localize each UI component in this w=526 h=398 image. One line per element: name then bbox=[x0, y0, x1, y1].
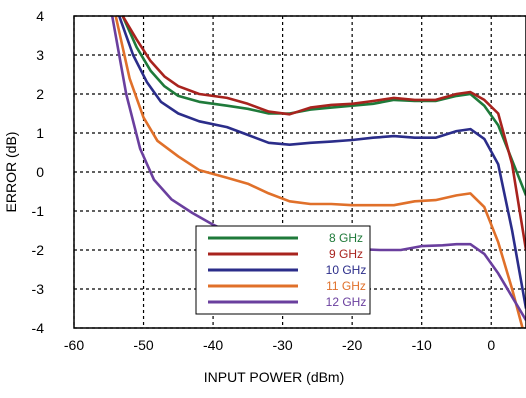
legend-label: 11 GHz bbox=[326, 279, 366, 293]
y-tick-label: 1 bbox=[36, 125, 44, 141]
x-tick-label: -30 bbox=[272, 337, 292, 353]
y-tick-label: 3 bbox=[36, 47, 44, 63]
legend-label: 9 GHz bbox=[329, 247, 363, 261]
y-tick-label: -2 bbox=[32, 242, 45, 258]
legend-label: 8 GHz bbox=[329, 231, 363, 245]
x-tick-label: 0 bbox=[487, 337, 495, 353]
y-tick-label: 4 bbox=[36, 8, 44, 24]
y-tick-label: -3 bbox=[32, 281, 45, 297]
y-tick-label: -1 bbox=[32, 203, 45, 219]
x-tick-labels: -60 -50 -40 -30 -20 -10 0 bbox=[64, 337, 495, 353]
series-line-3 bbox=[117, 16, 526, 309]
y-axis-label: ERROR (dB) bbox=[3, 132, 19, 213]
x-tick-label: -10 bbox=[412, 337, 432, 353]
series-line-2 bbox=[121, 16, 526, 251]
x-tick-label: -60 bbox=[64, 337, 84, 353]
plot-frame bbox=[73, 15, 526, 329]
x-tick-label: -40 bbox=[203, 337, 223, 353]
y-tick-labels: -4 -3 -2 -1 0 1 2 3 4 bbox=[32, 8, 45, 336]
x-axis-label: INPUT POWER (dBm) bbox=[204, 369, 345, 385]
legend: 8 GHz 9 GHz 10 GHz 11 GHz 12 GHz bbox=[195, 225, 371, 315]
legend-label: 12 GHz bbox=[326, 295, 367, 309]
x-tick-label: -20 bbox=[342, 337, 362, 353]
y-tick-label: 2 bbox=[36, 86, 44, 102]
x-tick-label: -50 bbox=[133, 337, 153, 353]
series-line-1 bbox=[121, 16, 526, 196]
y-tick-label: 0 bbox=[36, 164, 44, 180]
legend-label: 10 GHz bbox=[326, 263, 367, 277]
series-line-4 bbox=[114, 16, 524, 328]
y-tick-label: -4 bbox=[32, 320, 45, 336]
